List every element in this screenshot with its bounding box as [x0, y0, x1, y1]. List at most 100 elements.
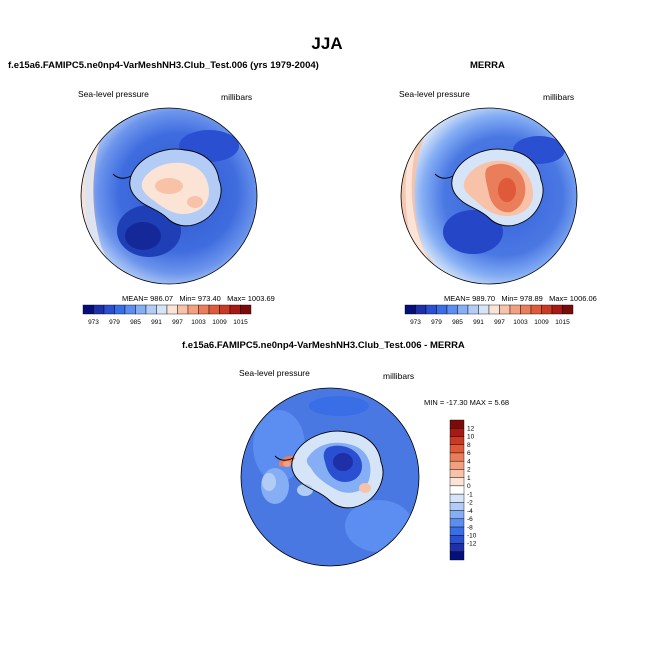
- colorbar-tick-label: 1003: [513, 319, 528, 326]
- colorbar-tick-label: 12: [467, 425, 475, 432]
- colorbar-swatch: [187, 304, 199, 315]
- polar-map-diff: [240, 387, 420, 567]
- colorbar-swatch: [499, 304, 511, 315]
- colorbar-tick-label: -8: [467, 524, 473, 531]
- colorbar-tick-label: 1009: [534, 319, 549, 326]
- colorbar-swatch: [530, 304, 542, 315]
- colorbar-tick-label: -1: [467, 491, 473, 498]
- colorbar-swatch: [198, 304, 210, 315]
- colorbar-swatch: [449, 428, 465, 437]
- polar-map-model: [80, 107, 258, 285]
- colorbar-swatch: [541, 304, 553, 315]
- stats-min-model: Min= 973.40: [179, 294, 221, 303]
- units-label-merra: millibars: [543, 92, 575, 102]
- colorbar-swatch: [449, 526, 465, 536]
- colorbar-tick-label: 991: [473, 319, 484, 326]
- colorbar-swatch: [114, 304, 126, 315]
- colorbar-tick-label: 10: [467, 434, 475, 441]
- colorbar-swatch: [166, 304, 178, 315]
- stats-diff: MIN = -17.30 MAX = 5.68: [424, 398, 510, 407]
- stats-max-model: Max= 1003.69: [227, 294, 275, 303]
- colorbar-tick-label: 0: [467, 483, 471, 490]
- colorbar-merra: 973 979 985 991 997 1003 1009 1015: [404, 304, 574, 326]
- colorbar-swatch: [457, 304, 469, 315]
- colorbar-tick-label: 997: [172, 319, 183, 326]
- colorbar-swatch: [449, 452, 465, 462]
- panel-title-model: f.e15a6.FAMIPC5.ne0np4-VarMeshNH3.Club_T…: [8, 60, 319, 71]
- units-label-model: millibars: [221, 92, 253, 102]
- colorbar-swatch: [240, 304, 252, 315]
- colorbar-tick-label: 979: [431, 319, 442, 326]
- colorbar-swatch: [404, 304, 416, 315]
- colorbar-swatch: [93, 304, 105, 315]
- colorbar-swatch: [229, 304, 241, 315]
- colorbar-swatch: [156, 304, 168, 315]
- colorbar-swatch: [124, 304, 136, 315]
- colorbar-swatch: [449, 502, 465, 511]
- colorbar-swatch: [449, 551, 465, 561]
- colorbar-swatch: [449, 444, 465, 454]
- stats-min-merra: Min= 978.89: [501, 294, 543, 303]
- colorbar-swatch: [449, 510, 465, 520]
- colorbar-tick-label: 979: [109, 319, 120, 326]
- colorbar-swatch: [425, 304, 437, 315]
- colorbar-model: 973 979 985 991 997 1003 1009 1015: [82, 304, 252, 326]
- colorbar-swatch: [520, 304, 532, 315]
- colorbar-swatch: [562, 304, 574, 315]
- colorbar-swatch: [449, 518, 465, 528]
- colorbar-tick-label: 985: [452, 319, 463, 326]
- colorbar-swatch: [449, 485, 465, 495]
- stats-max-merra: Max= 1006.06: [549, 294, 597, 303]
- colorbar-swatch: [488, 304, 500, 315]
- units-label-diff: millibars: [383, 371, 415, 381]
- colorbar-tick-label: 8: [467, 442, 471, 449]
- stats-model: MEAN= 986.07 Min= 973.40 Max= 1003.69: [122, 294, 275, 303]
- colorbar-swatch: [135, 304, 147, 315]
- variable-label-diff: Sea-level pressure: [239, 368, 310, 378]
- colorbar-tick-label: 1015: [555, 319, 570, 326]
- colorbar-swatch: [509, 304, 521, 315]
- panel-title-merra: MERRA: [470, 60, 505, 71]
- colorbar-swatch: [449, 419, 465, 429]
- colorbar-swatch: [449, 493, 465, 503]
- colorbar-tick-label: 973: [88, 319, 99, 326]
- colorbar-swatch: [551, 304, 563, 315]
- panel-title-diff: f.e15a6.FAMIPC5.ne0np4-VarMeshNH3.Club_T…: [182, 340, 465, 351]
- colorbar-swatch: [436, 304, 448, 315]
- colorbar-swatch: [103, 304, 115, 315]
- colorbar-swatch: [219, 304, 231, 315]
- page-title: JJA: [311, 34, 343, 53]
- colorbar-swatch: [478, 304, 490, 315]
- variable-label-merra: Sea-level pressure: [399, 89, 470, 99]
- colorbar-tick-label: 991: [151, 319, 162, 326]
- colorbar-tick-label: 4: [467, 458, 471, 465]
- colorbar-tick-label: 1003: [191, 319, 206, 326]
- colorbar-tick-label: 973: [410, 319, 421, 326]
- colorbar-tick-label: 1009: [212, 319, 227, 326]
- colorbar-swatch: [449, 469, 465, 478]
- colorbar-swatch: [177, 304, 189, 315]
- variable-label-model: Sea-level pressure: [78, 89, 149, 99]
- colorbar-swatch: [467, 304, 479, 315]
- colorbar-tick-label: 2: [467, 467, 471, 474]
- colorbar-tick-label: 1015: [233, 319, 248, 326]
- stats-mean-merra: MEAN= 989.70: [444, 294, 496, 303]
- colorbar-tick-label: -10: [467, 532, 477, 539]
- colorbar-swatch: [449, 543, 465, 552]
- colorbar-swatch: [145, 304, 157, 315]
- colorbar-swatch: [449, 436, 465, 445]
- colorbar-tick-label: 6: [467, 450, 471, 457]
- colorbar-tick-label: -4: [467, 508, 473, 515]
- stats-mean-model: MEAN= 986.07: [122, 294, 174, 303]
- colorbar-tick-label: -2: [467, 500, 473, 507]
- colorbar-swatch: [82, 304, 94, 315]
- colorbar-tick-label: 997: [494, 319, 505, 326]
- colorbar-swatch: [449, 460, 465, 470]
- stats-merra: MEAN= 989.70 Min= 978.89 Max= 1006.06: [444, 294, 597, 303]
- colorbar-swatch: [449, 535, 465, 544]
- colorbar-tick-label: 985: [130, 319, 141, 326]
- colorbar-tick-label: -6: [467, 516, 473, 523]
- polar-map-merra: [400, 107, 578, 285]
- colorbar-swatch: [449, 477, 465, 487]
